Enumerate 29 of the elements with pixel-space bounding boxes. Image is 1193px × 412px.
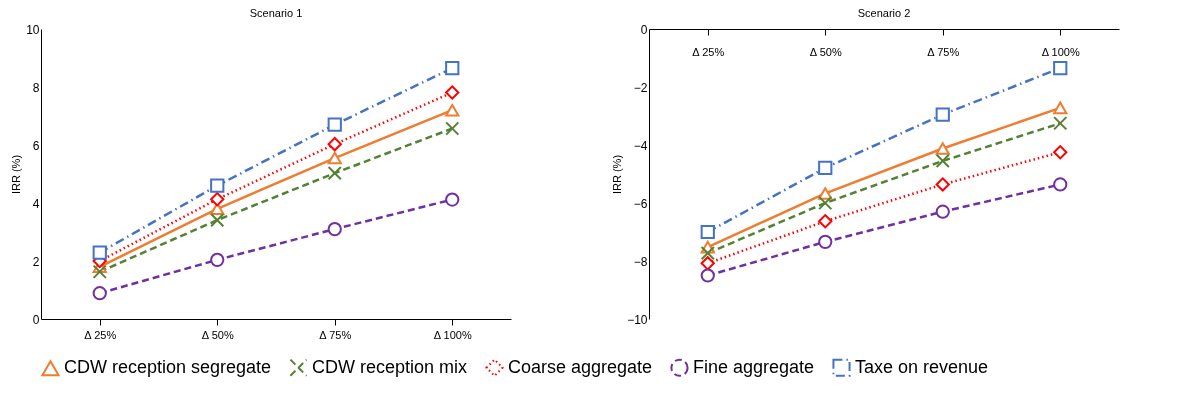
- x-tick-label: Δ 100%: [433, 328, 472, 341]
- legend-label: CDW reception mix: [312, 356, 468, 377]
- y-axis-title: IRR (%): [10, 154, 23, 195]
- y-axis-title: IRR (%): [611, 154, 624, 195]
- x-tick-label: Δ 75%: [319, 328, 352, 341]
- chart-title: Scenario 1: [249, 7, 303, 19]
- x-tick-label: Δ 50%: [809, 45, 842, 58]
- legend-label: Coarse aggregate: [508, 356, 653, 377]
- x-tick-label: Δ 75%: [927, 45, 960, 58]
- y-tick-label: −6: [633, 196, 648, 211]
- y-tick-label: −8: [633, 254, 648, 269]
- legend-label: Fine aggregate: [693, 356, 815, 377]
- y-tick-label: 6: [32, 138, 40, 153]
- y-tick-label: −4: [633, 138, 648, 153]
- chart-title: Scenario 2: [857, 7, 911, 19]
- x-tick-label: Δ 25%: [692, 45, 725, 58]
- y-tick-label: 2: [32, 254, 40, 269]
- x-tick-label: Δ 50%: [201, 328, 234, 341]
- y-tick-label: 0: [32, 312, 40, 327]
- y-tick-label: 10: [26, 22, 40, 37]
- legend-label: Taxe on revenue: [855, 356, 989, 377]
- y-tick-label: 8: [32, 80, 40, 95]
- x-tick-label: Δ 100%: [1041, 45, 1080, 58]
- y-tick-label: −2: [633, 80, 648, 95]
- y-tick-label: −10: [627, 312, 648, 327]
- x-tick-label: Δ 25%: [84, 328, 117, 341]
- y-tick-label: 0: [640, 22, 648, 37]
- y-tick-label: 4: [32, 196, 40, 211]
- legend-label: CDW reception segregate: [64, 357, 272, 378]
